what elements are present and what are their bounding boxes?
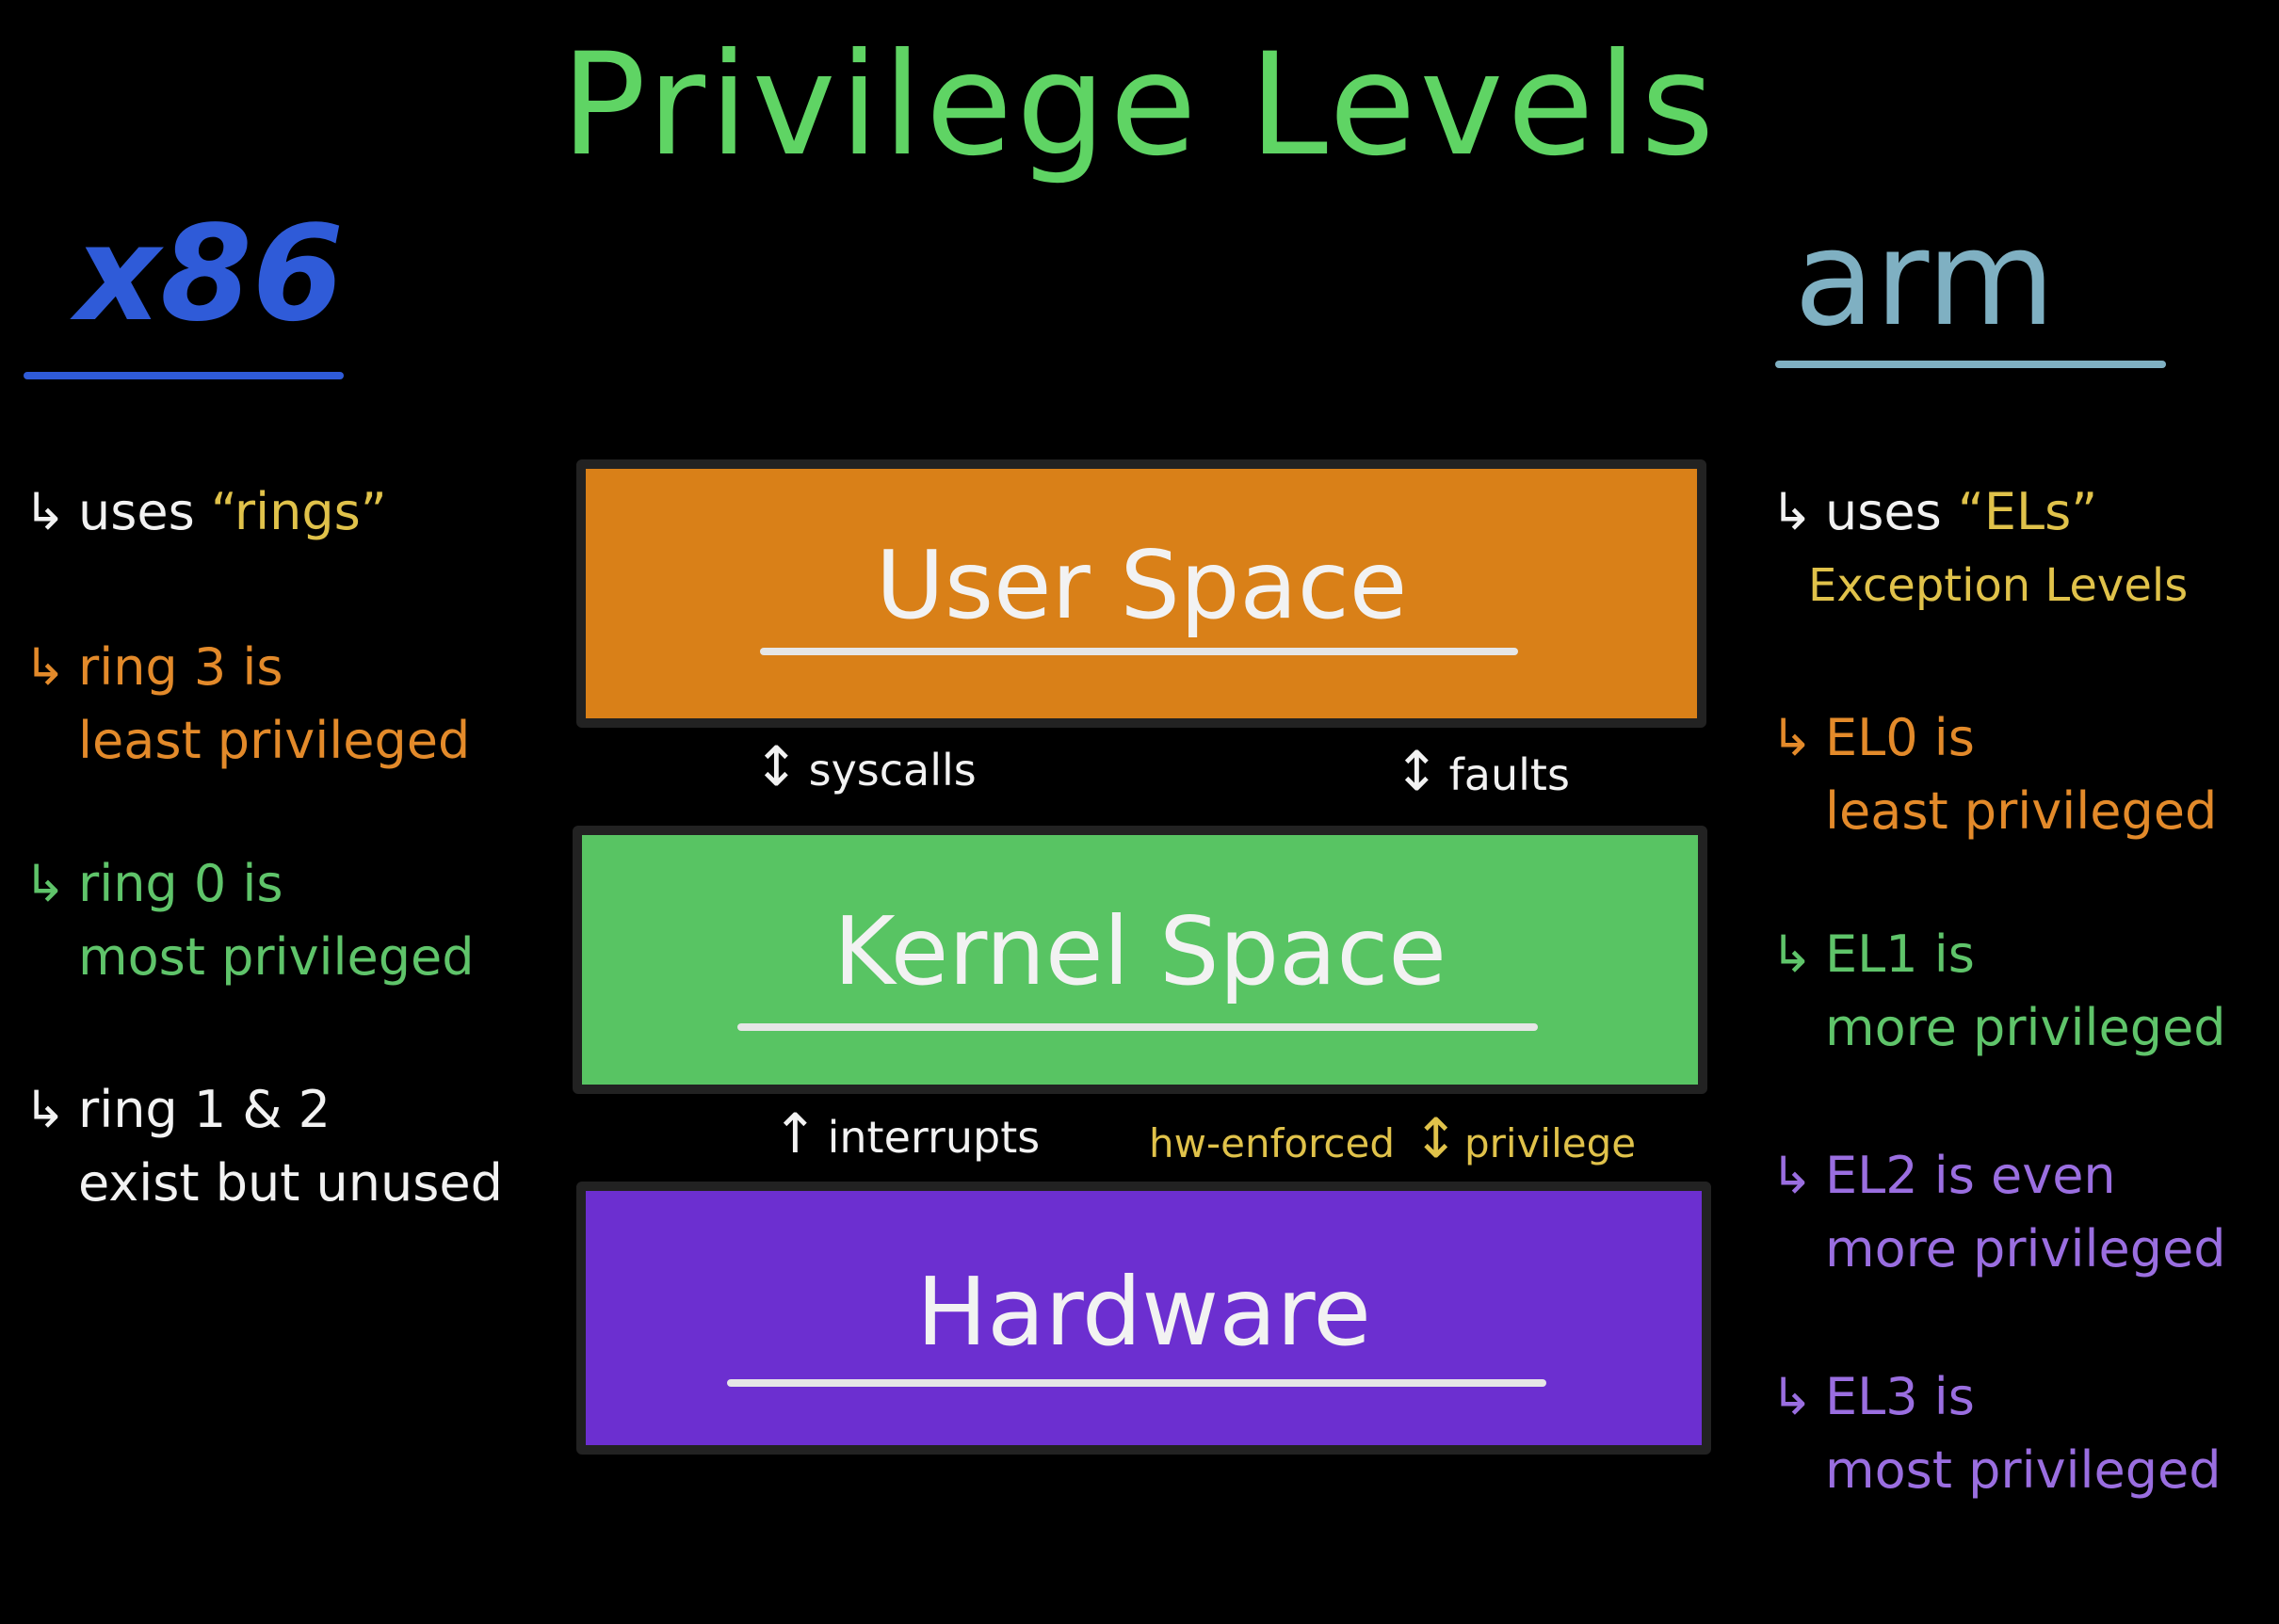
- kernel-space-layer: Kernel Space: [573, 826, 1707, 1094]
- corner-arrow-icon: ↳: [24, 1080, 67, 1139]
- corner-arrow-icon: ↳: [24, 854, 67, 913]
- x86-note-ring0: ↳ ring 0 is most privileged: [24, 847, 475, 994]
- corner-arrow-icon: ↳: [1770, 1367, 1814, 1426]
- x86-note-rings: ↳ uses “rings”: [24, 475, 387, 549]
- arm-note-el1: ↳ EL1 is more privileged: [1770, 918, 2226, 1065]
- corner-arrow-icon: ↳: [24, 482, 67, 541]
- user-space-label: User Space: [875, 530, 1408, 640]
- note-text-cont: most privileged: [78, 927, 475, 987]
- label-underline: [737, 1023, 1538, 1031]
- corner-arrow-icon: ↳: [1770, 925, 1814, 984]
- user-space-layer: User Space: [576, 459, 1706, 728]
- note-text: EL1 is: [1825, 925, 1975, 984]
- syscalls-flow: ↕ syscalls: [753, 734, 977, 798]
- note-highlight: “ELs”: [1957, 482, 2098, 541]
- hardware-layer: Hardware: [576, 1182, 1711, 1455]
- x86-note-ring3: ↳ ring 3 is least privileged: [24, 631, 470, 778]
- note-text-cont: least privileged: [1825, 781, 2218, 841]
- corner-arrow-icon: ↳: [1770, 482, 1814, 541]
- note-text: uses: [1825, 482, 1958, 541]
- note-text: EL2 is even: [1825, 1146, 2116, 1205]
- arm-heading: arm: [1794, 202, 2056, 356]
- note-text-cont: least privileged: [78, 711, 471, 770]
- bidirectional-arrow-icon: ↕: [1413, 1106, 1459, 1170]
- arm-underline: [1775, 361, 2166, 368]
- hw-enforced-label: hw-enforced: [1149, 1120, 1396, 1166]
- syscalls-label: syscalls: [808, 745, 977, 796]
- arm-note-el3: ↳ EL3 is most privileged: [1770, 1360, 2222, 1507]
- x86-heading: x86: [75, 198, 345, 351]
- hardware-label: Hardware: [916, 1257, 1371, 1367]
- note-text-cont: more privileged: [1825, 1219, 2226, 1278]
- page-title: Privilege Levels: [560, 24, 1719, 187]
- note-text: uses: [78, 482, 211, 541]
- interrupts-label: interrupts: [827, 1112, 1041, 1163]
- note-text: EL0 is: [1825, 708, 1975, 767]
- up-arrow-icon: ↑: [772, 1101, 818, 1166]
- arm-note-el2: ↳ EL2 is even more privileged: [1770, 1139, 2226, 1286]
- arm-note-els: ↳ uses “ELs” Exception Levels: [1770, 475, 2188, 622]
- faults-label: faults: [1448, 749, 1570, 800]
- label-underline: [727, 1379, 1546, 1387]
- hw-enforced-flow: hw-enforced ↕ privilege: [1149, 1106, 1636, 1170]
- note-text-cont: more privileged: [1825, 998, 2226, 1057]
- note-text: ring 1 & 2: [78, 1080, 331, 1139]
- kernel-space-label: Kernel Space: [833, 896, 1447, 1006]
- corner-arrow-icon: ↳: [1770, 708, 1814, 767]
- corner-arrow-icon: ↳: [1770, 1146, 1814, 1205]
- note-highlight: “rings”: [210, 482, 387, 541]
- note-text: EL3 is: [1825, 1367, 1975, 1426]
- bidirectional-arrow-icon: ↕: [753, 734, 800, 798]
- note-text: ring 3 is: [78, 637, 283, 697]
- privilege-label: privilege: [1463, 1120, 1637, 1166]
- interrupts-flow: ↑ interrupts: [772, 1101, 1040, 1166]
- note-text-cont: most privileged: [1825, 1440, 2222, 1500]
- note-text-cont: Exception Levels: [1808, 559, 2189, 612]
- x86-underline: [24, 372, 344, 379]
- label-underline: [760, 648, 1518, 655]
- x86-note-ring12: ↳ ring 1 & 2 exist but unused: [24, 1073, 503, 1220]
- note-text: ring 0 is: [78, 854, 283, 913]
- bidirectional-arrow-icon: ↕: [1394, 739, 1440, 803]
- corner-arrow-icon: ↳: [24, 637, 67, 697]
- faults-flow: ↕ faults: [1394, 739, 1570, 803]
- arm-note-el0: ↳ EL0 is least privileged: [1770, 701, 2217, 848]
- note-text-cont: exist but unused: [78, 1153, 503, 1213]
